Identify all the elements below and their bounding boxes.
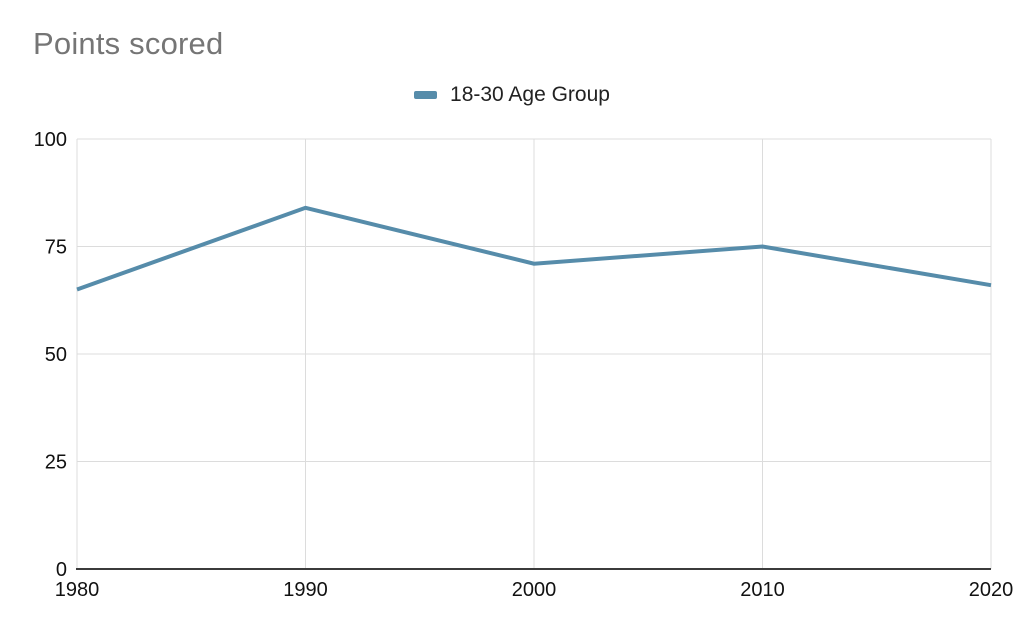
x-tick-label: 2020 [969,579,1014,601]
x-tick-label: 2010 [740,579,785,601]
y-tick-label: 0 [56,559,67,581]
y-tick-label: 75 [45,237,67,259]
legend: 18-30 Age Group [0,82,1024,108]
series-line [76,205,992,292]
x-tick-label: 2000 [512,579,557,601]
x-tick-label: 1980 [55,579,100,601]
chart-title: Points scored [33,26,224,61]
y-tick-label: 100 [34,129,67,151]
legend-label: 18-30 Age Group [450,83,610,106]
y-tick-label: 50 [45,344,67,366]
y-tick-label: 25 [45,452,67,474]
x-tick-label: 1990 [283,579,328,601]
legend-swatch-icon [414,91,438,99]
